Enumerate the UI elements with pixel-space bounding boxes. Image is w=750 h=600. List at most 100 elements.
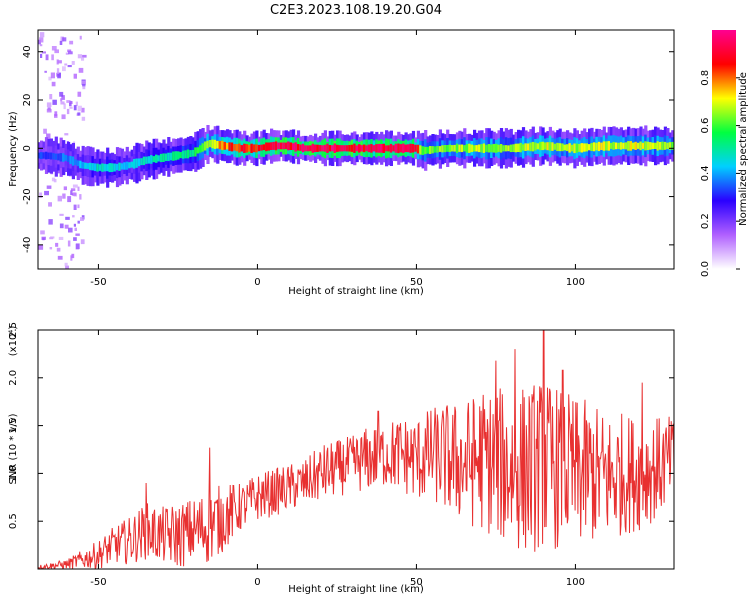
heatmap-noise-cell [75,233,80,236]
heatmap-ridge-cell [473,145,477,152]
heatmap-ridge-cell [627,141,631,151]
heatmap-ridge-cell [343,145,347,152]
heatmap-ridge-cell [186,149,190,159]
heatmap-ridge-cell [328,145,332,152]
heatmap-ridge-cell [142,156,146,166]
heatmap-noise-cell [82,54,87,58]
snr-x-tick-label: 50 [410,577,423,588]
heatmap-ridge-cell [517,143,521,152]
heatmap-ridge-cell [475,145,479,152]
heatmap-ridge-cell [578,143,582,152]
heatmap-noise-cell [73,237,77,241]
heatmap-ridge-cell [79,160,83,169]
heatmap-ridge-cell [184,150,188,159]
heatmap-noise-cell [70,190,73,196]
heatmap-ridge-cell [641,142,645,149]
heatmap-ridge-cell [394,143,398,153]
heatmap-ridge-cell [89,162,93,171]
heatmap-ridge-cell [646,141,650,150]
heatmap-ridge-cell [592,142,597,152]
heatmap-noise-cell [51,46,57,51]
heatmap-ridge-cell [167,152,171,162]
heatmap-noise-cell [45,54,49,61]
heatmap-ridge-cell [399,144,403,153]
heatmap-ridge-cell [485,144,489,152]
heatmap-ridge-cell [407,144,411,153]
heatmap-ridge-cell [610,142,614,149]
heatmap-ridge-cell [595,142,599,151]
heatmap-noise-cell [57,170,61,174]
heatmap-ridge-cell [666,142,670,149]
snr-y-tick-label: 2.5 [8,322,19,338]
heatmap-noise-cell [39,32,45,38]
heatmap-ridge-cell [336,144,340,152]
heatmap-ridge-cell [443,145,447,153]
heatmap-ridge-cell [480,144,484,153]
heatmap-ridge-cell [575,143,579,153]
heatmap-ridge-cell [455,143,460,153]
heatmap-ridge-cell [201,143,205,152]
heatmap-ridge-cell [636,142,641,149]
heatmap-ridge-cell [639,141,643,151]
heatmap-ridge-cell [274,141,279,151]
heatmap-noise-cell [64,224,69,229]
heatmap-ridge-cell [150,155,154,164]
heatmap-ridge-cell [431,146,435,154]
snr-y-tick-label: 0.5 [8,513,19,529]
heatmap-ridge-cell [226,142,230,150]
heatmap-ridge-cell [282,142,286,150]
heatmap-ridge-cell [502,145,506,152]
heatmap-ridge-cell [230,142,234,152]
heatmap-ridge-cell [133,159,137,169]
heatmap-ridge-cell [499,144,504,153]
heatmap-ridge-cell [548,142,552,151]
heatmap-noise-cell [57,72,61,79]
heatmap-ridge-cell [152,156,156,163]
heatmap-ridge-cell [619,142,623,150]
heatmap-ridge-cell [277,142,281,150]
heatmap-ridge-cell [272,141,276,150]
colorbar: 0.0 0.2 0.4 0.6 0.8 Normalized spectral ampl… [700,30,749,277]
heatmap-ridge-cell [404,144,408,152]
heatmap-noise-cell [48,202,52,207]
heatmap-ridge-cell [294,142,298,152]
heatmap-ridge-cell [397,143,401,154]
heatmap-ridge-cell [514,143,518,153]
heatmap-noise-cell [79,35,82,40]
heatmap-ridge-cell [211,139,215,149]
heatmap-noise-cell [77,204,80,209]
colorbar-tick-label: 0.0 [700,261,711,277]
heatmap-ridge-cell [38,152,41,159]
heatmap-ridge-cell [561,143,565,152]
heatmap-noise-cell [59,40,63,45]
heatmap-ridge-cell [460,144,464,153]
heatmap-noise-cell [73,105,77,111]
heatmap-ridge-cell [458,144,462,152]
heatmap-ridge-cell [157,155,161,162]
heatmap-ridge-cell [44,151,49,160]
heatmap-ridge-cell [218,141,222,150]
heatmap-noise-cell [67,65,72,68]
heatmap-ridge-cell [159,153,164,163]
heatmap-noise-cell [39,192,43,198]
heatmap-ridge-cell [103,163,107,172]
heatmap-ridge-cell [617,142,621,149]
spectrogram-x-tick-label: 50 [410,277,423,288]
heatmap-noise-cell [55,242,59,247]
heatmap-noise-cell [64,133,69,136]
heatmap-ridge-cell [233,144,237,151]
heatmap-ridge-cell [172,151,176,161]
heatmap-noise-cell [60,101,65,105]
heatmap-noise-cell [40,230,45,235]
heatmap-ridge-cell [115,163,120,171]
heatmap-ridge-cell [267,142,271,151]
heatmap-ridge-cell [177,151,181,160]
heatmap-ridge-cell [529,142,533,152]
spectrogram-x-tick-label: 0 [254,277,260,288]
heatmap-noise-cell [62,193,66,199]
heatmap-ridge-cell [189,150,193,157]
heatmap-ridge-cell [118,162,122,171]
heatmap-ridge-cell [250,143,254,153]
heatmap-ridge-cell [534,142,538,151]
heatmap-ridge-cell [568,143,572,153]
